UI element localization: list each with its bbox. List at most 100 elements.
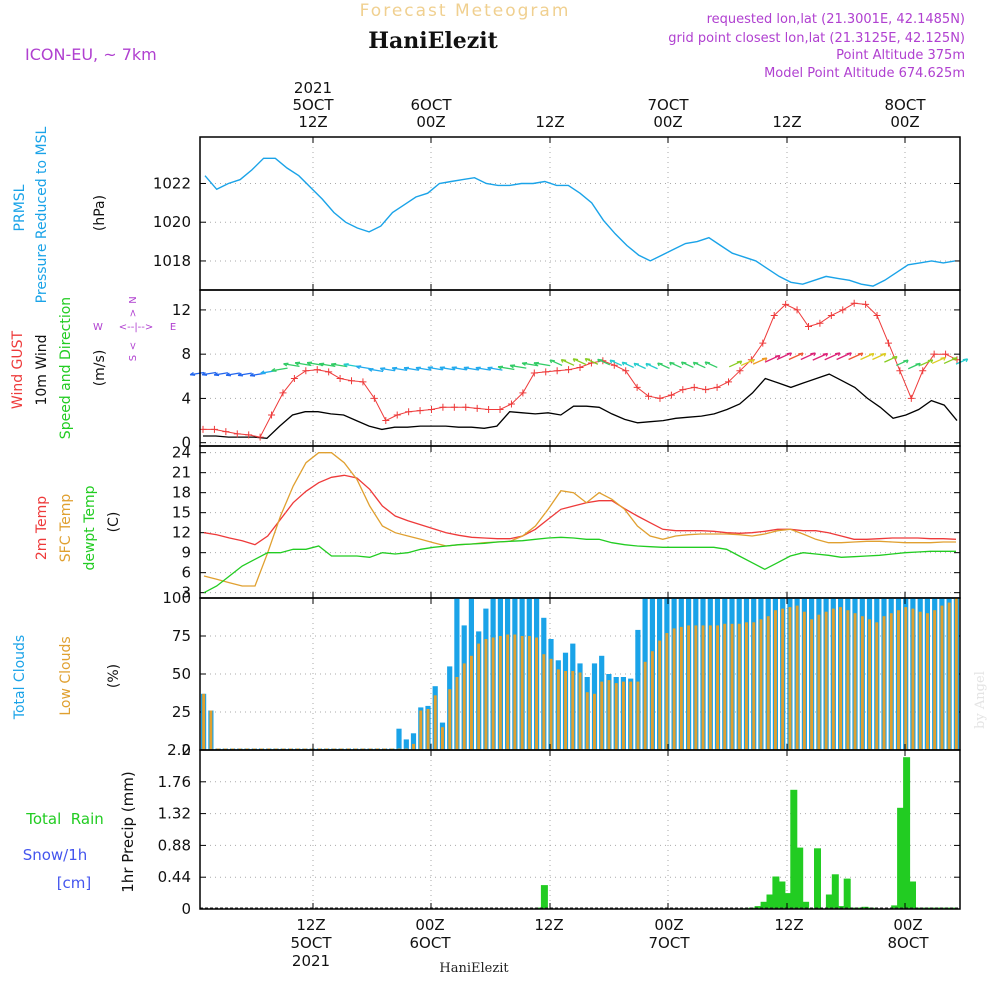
low-cloud-bar [593, 693, 596, 750]
wind-direction-arrow [509, 364, 527, 369]
precipitation-ytick-label: 0 [181, 900, 191, 918]
precipitation-ytick-label: 1.76 [158, 773, 191, 791]
gust-marker [645, 392, 653, 400]
low-cloud-bar [665, 633, 669, 750]
gust-marker [370, 394, 378, 402]
wind-arrow-head [521, 361, 528, 366]
wind-direction-arrow [331, 363, 348, 368]
rain-bar [909, 881, 916, 909]
wind-arrow-head [249, 372, 256, 377]
low-cloud-bar [897, 610, 900, 750]
gust-marker [839, 306, 847, 314]
gust-marker [268, 411, 276, 419]
wind-arrow-head [633, 362, 640, 367]
low-cloud-bar [802, 611, 806, 750]
wind-arrow-head [368, 367, 374, 372]
low-cloud-bar [520, 636, 524, 750]
low-cloud-bar [687, 625, 690, 750]
low-cloud-bar [824, 611, 828, 750]
gust-marker [713, 383, 721, 391]
pressure-label-prmsl: PRMSL [12, 184, 28, 231]
wind-arrow-head [509, 364, 516, 369]
wind-arrow-head [940, 356, 946, 361]
point-altitude: Point Altitude 375m [836, 48, 965, 63]
pressure-label-name: Pressure Reduced to MSL [34, 126, 50, 303]
rain-bar [772, 876, 780, 909]
gust-marker [930, 350, 938, 358]
precipitation-ytick-label: 0.88 [158, 836, 191, 854]
precip-labels: Total Rain Snow/1h [cm] 1hr Precip (mm) [23, 771, 137, 892]
low-cloud-bar [817, 614, 821, 750]
wind-direction-arrow [812, 352, 828, 361]
low-cloud-bar [202, 693, 206, 750]
rain-bar [796, 847, 804, 909]
precipitation-frame [199, 749, 961, 910]
low-cloud-bar [556, 669, 560, 750]
rain-bar [825, 894, 833, 909]
low-cloud-bar [679, 626, 683, 750]
total-cloud-bar [396, 728, 402, 750]
wind-label-10m: 10m Wind [34, 334, 50, 405]
wind-arrow-head [880, 352, 887, 357]
rain-bar [802, 901, 810, 909]
gust-marker [862, 300, 870, 308]
low-cloud-bar [535, 637, 538, 750]
wind-10m-line [203, 373, 958, 439]
wind-arrow-head [749, 359, 755, 363]
wind-arrow-head [597, 358, 603, 363]
gust-marker [313, 366, 321, 374]
low-cloud-bar [716, 625, 719, 750]
wind-arrow-head [549, 359, 555, 364]
temp-label-2m: 2m Temp [34, 496, 50, 560]
gust-marker [427, 405, 435, 413]
low-cloud-bar [860, 616, 864, 750]
low-cloud-bar [585, 692, 589, 750]
wind-direction-arrow [319, 363, 336, 368]
model-label: ICON-EU, ~ 7km [25, 45, 157, 64]
wind-direction-arrow [800, 352, 816, 361]
low-cloud-bar [672, 628, 676, 750]
low-cloud-bar [448, 689, 452, 750]
gust-marker [793, 306, 801, 314]
gust-marker [942, 350, 950, 358]
wind-arrow-head [475, 366, 481, 371]
wind-arrow-head [330, 362, 337, 367]
low-cloud-bar [708, 625, 712, 750]
pressure-ytick-label: 1022 [153, 174, 191, 192]
low-cloud-bar [498, 636, 502, 750]
wind-arrow-head [736, 360, 743, 365]
wind-direction-arrow [764, 354, 781, 363]
wind-arrow-head [415, 366, 421, 371]
gust-marker [210, 425, 218, 433]
low-cloud-bar [433, 695, 437, 750]
top-day-3: 7OCT [648, 96, 690, 114]
top-hour-5: 00Z [890, 113, 919, 131]
low-cloud-bar [918, 611, 922, 750]
wind-arrow-head [927, 359, 934, 364]
wind-arrow-head [951, 357, 958, 361]
low-cloud-bar [506, 634, 510, 750]
top-hour-3: 00Z [653, 113, 682, 131]
low-cloud-bar [578, 672, 582, 750]
top-hour-1: 00Z [416, 113, 445, 131]
rain-bar [760, 901, 768, 909]
wind-arrow-head [487, 366, 493, 371]
precipitation-ytick-label: 0.44 [158, 868, 191, 886]
top-hour-0: 12Z [298, 113, 327, 131]
rain-bar [903, 757, 911, 909]
low-cloud-bar [954, 598, 958, 750]
top-hour-4: 12Z [772, 113, 801, 131]
wind-arrow-head [892, 355, 898, 360]
top-day-0: 5OCT [293, 96, 335, 114]
wind-arrow-head [355, 365, 362, 370]
gust-marker [233, 430, 241, 438]
low-cloud-bar [882, 616, 886, 750]
panels: 1018102010220481236912151821240255075100… [153, 136, 969, 918]
gust-marker [290, 375, 298, 383]
gust-marker [759, 339, 767, 347]
gust-marker [519, 389, 527, 397]
wind-arrow-head [903, 359, 909, 364]
pressure-labels: PRMSL Pressure Reduced to MSL (hPa) [12, 126, 108, 303]
low-cloud-bar [875, 622, 879, 750]
wind-arrow-head [189, 371, 196, 376]
